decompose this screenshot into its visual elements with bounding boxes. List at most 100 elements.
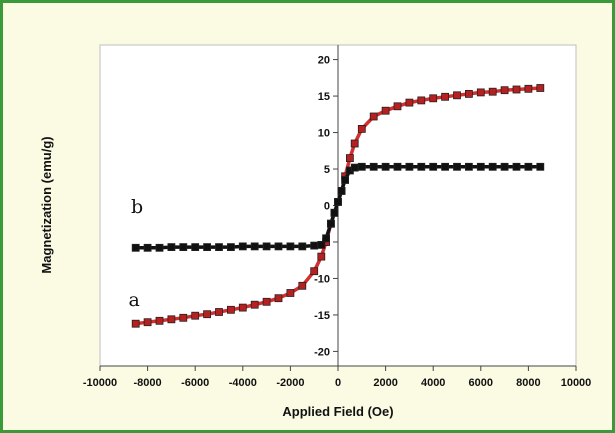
series-a-point [317, 252, 326, 261]
series-a-point [238, 303, 247, 312]
y-axis-title: Magnetization (emu/g) [39, 136, 54, 273]
series-b-point [238, 242, 247, 251]
x-tick-label: -8000 [134, 377, 162, 389]
series-b-point [464, 162, 473, 171]
x-tick-label: 2000 [373, 377, 397, 389]
series-layer [131, 84, 545, 328]
series-a-point [262, 297, 271, 306]
series-a-point [429, 94, 438, 103]
x-tick-label: 10000 [561, 377, 592, 389]
annotation-layer: ab [129, 196, 144, 311]
series-b-point [341, 176, 350, 184]
x-axis-title: Applied Field (Oe) [282, 404, 393, 419]
y-tick-label: 10 [318, 128, 330, 140]
series-a-point [298, 281, 307, 290]
series-a-point [476, 88, 485, 97]
y-tick-label: -10 [314, 273, 330, 285]
series-b-point [393, 162, 402, 171]
y-tick-label: -15 [314, 310, 330, 322]
series-a-point [405, 98, 414, 107]
series-b-point [286, 242, 295, 251]
series-b-point [536, 162, 545, 171]
series-b-point [476, 162, 485, 171]
x-tick-label: 8000 [516, 377, 540, 389]
y-tick-label: 5 [324, 164, 330, 176]
series-a-point [203, 310, 212, 319]
series-b-point [441, 162, 450, 171]
series-b-point [337, 186, 346, 195]
series-a-point [512, 85, 521, 94]
series-b-point [357, 162, 366, 171]
y-tick-label: 15 [318, 91, 330, 103]
series-b-point [143, 243, 152, 252]
y-tick-label: -20 [314, 346, 330, 358]
y-tick-label: 20 [318, 55, 330, 67]
series-a-point [143, 318, 152, 327]
series-a-point [179, 313, 188, 322]
series-b-point [512, 162, 521, 171]
series-a-point [441, 92, 450, 101]
x-tick-label: -10000 [83, 377, 117, 389]
series-b-point [453, 162, 461, 171]
series-a-point [350, 139, 359, 148]
series-b-point [500, 162, 509, 171]
series-a-point [286, 289, 295, 297]
curve-label-a: a [129, 289, 140, 311]
series-a-point [453, 91, 461, 100]
series-b-point [334, 197, 342, 206]
series-b-point [326, 219, 335, 228]
series-a-point [250, 300, 259, 309]
series-a-point [155, 316, 164, 325]
series-b [131, 162, 545, 252]
series-b-point [317, 240, 326, 249]
series-a-point [167, 315, 176, 324]
series-a-point [131, 319, 140, 328]
x-tick-label: -4000 [229, 377, 257, 389]
series-a-point [310, 267, 319, 276]
series-b-point [191, 243, 200, 252]
series-b-point [322, 234, 331, 243]
series-a-point [357, 125, 366, 133]
series-b-point [310, 241, 319, 250]
axes-layer: -20-15-10-505101520-10000-8000-6000-4000… [83, 45, 591, 389]
series-b-point [131, 243, 140, 252]
x-tick-label: -6000 [181, 377, 209, 389]
series-a-point [524, 84, 533, 93]
series-b-point [250, 242, 259, 251]
series-b-point [274, 242, 283, 251]
series-b-point [369, 162, 378, 171]
series-b-point [155, 243, 164, 252]
series-a-point [274, 294, 283, 303]
series-a-point [393, 102, 402, 111]
x-tick-label: -2000 [276, 377, 304, 389]
series-a-point [500, 86, 509, 95]
series-b-point [488, 162, 497, 171]
series-b-point [226, 243, 235, 252]
y-tick-label: 0 [324, 201, 330, 213]
series-b-point [524, 162, 533, 171]
series-b-point [405, 162, 414, 171]
series-b-point [262, 242, 271, 251]
x-tick-label: 4000 [421, 377, 445, 389]
curve-label-b: b [131, 196, 143, 218]
series-b-point [179, 243, 188, 252]
series-b-point [381, 162, 390, 171]
series-a-point [488, 87, 497, 96]
series-a-point [191, 311, 200, 320]
series-a-point [381, 106, 390, 115]
series-a-point [536, 84, 545, 92]
series-b-point [298, 242, 307, 251]
series-b-point [330, 208, 339, 217]
series-b-point [167, 243, 176, 252]
series-b-point [429, 162, 438, 171]
x-tick-label: 6000 [469, 377, 493, 389]
series-a-point [369, 112, 378, 121]
x-tick-label: 0 [335, 377, 341, 389]
series-a-point [226, 305, 235, 314]
series-a-point [345, 154, 354, 163]
series-b-point [215, 243, 223, 252]
series-b-point [417, 162, 426, 171]
series-b-point [203, 243, 212, 252]
series-a-point [417, 96, 426, 105]
series-b-point [350, 163, 359, 172]
